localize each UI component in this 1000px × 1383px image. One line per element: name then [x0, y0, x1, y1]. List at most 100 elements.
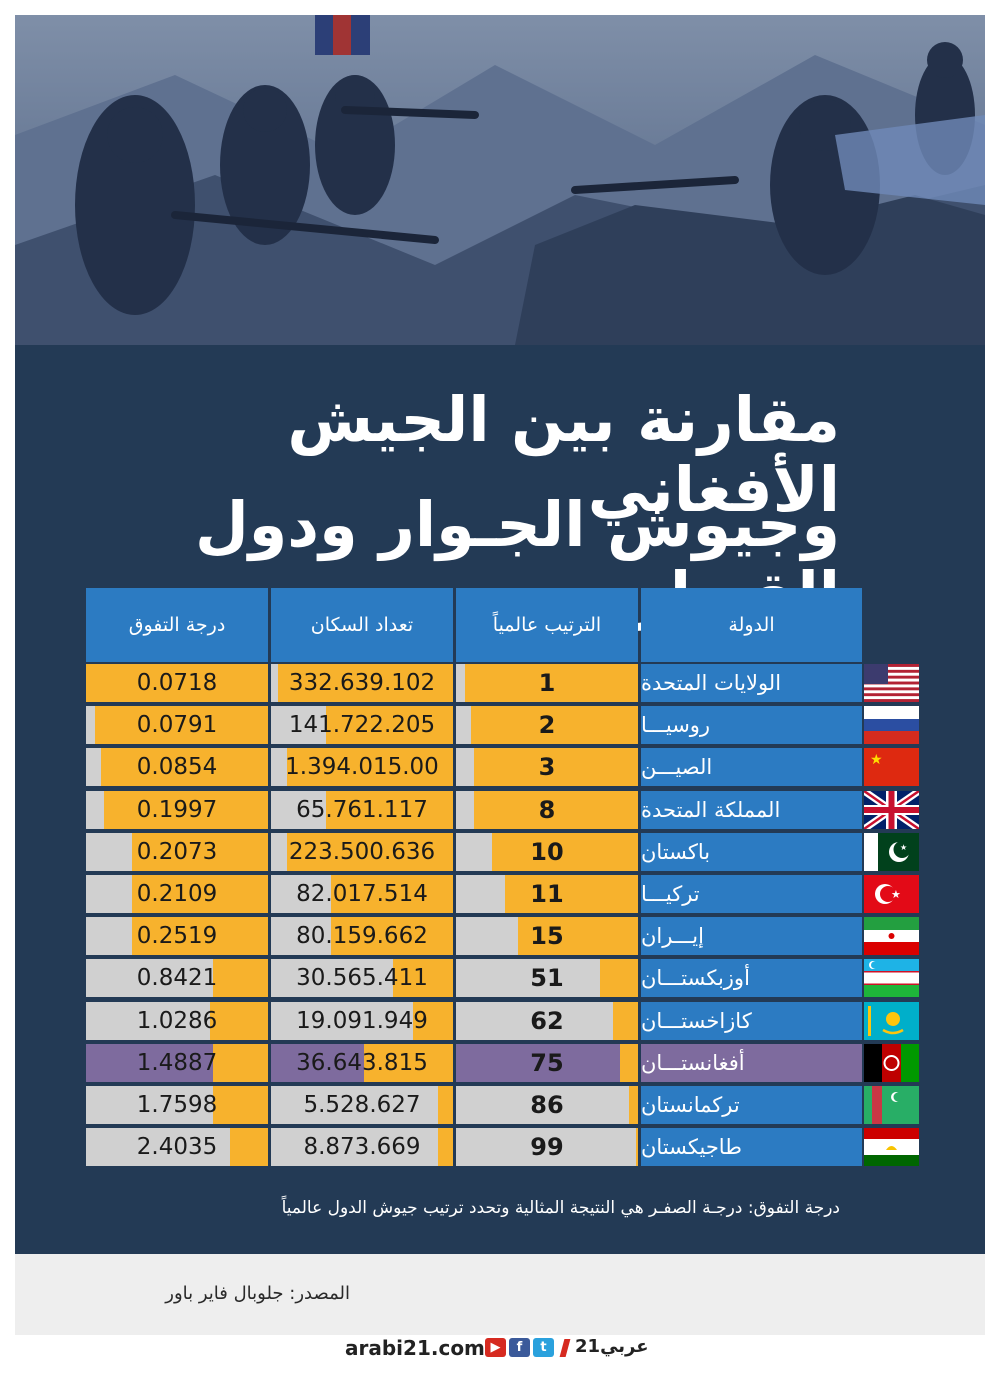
rank-cell: 3	[456, 748, 638, 787]
youtube-icon[interactable]: ▶	[485, 1338, 506, 1357]
country-name: تركيـــا	[641, 882, 700, 906]
score-bar-fill	[229, 1128, 268, 1167]
score-cell: 0.2073	[86, 832, 268, 871]
population-value: 19.091.949	[296, 1007, 428, 1034]
population-cell: 5.528.627	[271, 1086, 453, 1124]
score-value: 0.0791	[136, 712, 218, 739]
iran-flag-icon	[864, 917, 919, 956]
header-photo	[15, 15, 985, 345]
population-value: 332.639.102	[288, 670, 436, 696]
country-cell: إيـــران	[641, 917, 862, 956]
population-cell: 30.565.411	[271, 959, 453, 998]
pakistan-flag-icon: ★	[864, 832, 919, 871]
population-bar-track	[271, 1086, 453, 1124]
population-value: 223.500.636	[288, 838, 436, 865]
score-bar-fill	[131, 832, 268, 871]
footer: arabi21.com ▶ f t عربي21	[345, 1336, 649, 1366]
rank-bar-track	[456, 1001, 638, 1040]
rank-bar-fill	[474, 790, 638, 829]
score-value: 0.2519	[136, 923, 218, 950]
svg-text:★: ★	[891, 888, 901, 901]
population-bar-fill	[287, 832, 453, 871]
rank-value: 8	[538, 795, 556, 824]
soldiers-photo-illustration	[15, 15, 985, 345]
source-box	[15, 1254, 985, 1335]
turkmenistan-flag-icon	[864, 1086, 919, 1124]
rank-value: 51	[530, 964, 564, 993]
country-cell: روسيـــا	[641, 706, 862, 745]
score-bar-fill	[209, 1001, 268, 1040]
population-bar-fill	[325, 790, 453, 829]
header-score: درجة التفوق	[86, 588, 268, 662]
population-cell: 19.091.949	[271, 1001, 453, 1040]
country-cell: طاجيكستان	[641, 1128, 862, 1167]
rank-value: 86	[530, 1091, 564, 1119]
uzbekistan-flag-icon	[864, 959, 919, 998]
population-value: 141.722.205	[288, 712, 436, 739]
twitter-icon[interactable]: t	[533, 1338, 554, 1357]
rank-cell: 2	[456, 706, 638, 745]
population-bar-fill	[331, 917, 453, 956]
score-cell: 2.4035	[86, 1128, 268, 1167]
population-cell: 141.722.205	[271, 706, 453, 745]
score-cell: 0.2519	[86, 917, 268, 956]
rank-cell: 99	[456, 1128, 638, 1167]
population-cell: 82.017.514	[271, 875, 453, 913]
population-bar-fill	[287, 748, 453, 787]
rank-cell: 15	[456, 917, 638, 956]
score-cell: 0.8421	[86, 959, 268, 998]
comparison-table: الدولة الترتيب عالمياً تعداد السكان درجة…	[84, 588, 864, 1170]
rank-cell: 51	[456, 959, 638, 998]
score-value: 1.7598	[136, 1092, 218, 1118]
rank-cell: 1	[456, 664, 638, 702]
country-name: أوزبكستـــان	[641, 966, 750, 991]
rank-bar-fill	[505, 875, 638, 913]
facebook-icon[interactable]: f	[509, 1338, 530, 1357]
uk-flag-icon	[864, 790, 919, 829]
rank-bar-fill	[470, 706, 638, 745]
score-cell: 1.0286	[86, 1001, 268, 1040]
population-bar-fill	[278, 664, 453, 702]
score-cell: 0.1997	[86, 790, 268, 829]
population-value: 5.528.627	[303, 1092, 421, 1118]
turkey-flag-icon: ★	[864, 875, 919, 913]
population-bar-fill	[412, 1001, 453, 1040]
rank-bar-fill	[628, 1086, 638, 1124]
population-value: 1.394.015.00	[285, 754, 439, 781]
population-value: 30.565.411	[296, 965, 428, 992]
country-name: روسيـــا	[641, 713, 711, 738]
rank-cell: 10	[456, 832, 638, 871]
country-cell: أوزبكستـــان	[641, 959, 862, 998]
population-bar-track	[271, 1128, 453, 1167]
site-url[interactable]: arabi21.com	[345, 1336, 485, 1360]
population-value: 65.761.117	[296, 796, 428, 823]
population-cell: 1.394.015.00	[271, 748, 453, 787]
population-bar-fill	[438, 1128, 453, 1167]
score-value: 0.2073	[136, 838, 218, 865]
country-name: أفغانستـــان	[641, 1050, 745, 1075]
population-bar-fill	[438, 1086, 453, 1124]
country-cell: تركيـــا	[641, 875, 862, 913]
score-cell: 0.0791	[86, 706, 268, 745]
population-value: 8.873.669	[303, 1134, 421, 1161]
header-rank: الترتيب عالمياً	[456, 588, 638, 662]
rank-bar-fill	[465, 664, 638, 702]
header-population: تعداد السكان	[271, 588, 453, 662]
population-value: 36.643.815	[296, 1049, 428, 1076]
score-bar-fill	[86, 664, 268, 702]
afghanistan-flag-icon	[864, 1043, 919, 1082]
rank-bar-fill	[636, 1128, 638, 1167]
rank-bar-track	[456, 1043, 638, 1082]
country-cell: المملكة المتحدة	[641, 790, 862, 829]
score-value: 0.0718	[136, 670, 218, 696]
population-bar-fill	[325, 706, 453, 745]
country-cell: الولايات المتحدة	[641, 664, 862, 702]
score-bar-fill	[131, 917, 268, 956]
score-value: 1.0286	[136, 1007, 218, 1034]
rank-bar-track	[456, 1128, 638, 1167]
rank-bar-fill	[612, 1001, 638, 1040]
country-name: المملكة المتحدة	[641, 797, 781, 822]
russia-flag-icon	[864, 706, 919, 745]
score-cell: 0.0718	[86, 664, 268, 702]
rank-value: 99	[530, 1133, 564, 1162]
